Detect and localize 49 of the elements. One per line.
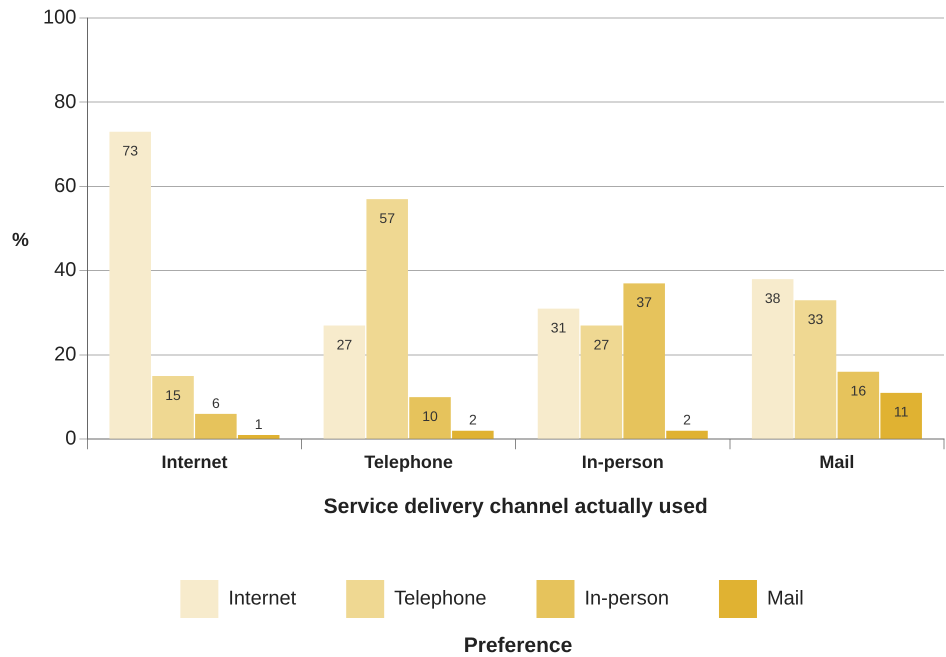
- bar: [152, 376, 194, 439]
- data-label: 10: [422, 408, 438, 424]
- data-label: 11: [894, 404, 909, 420]
- data-label: 27: [594, 336, 610, 352]
- bar: [838, 372, 880, 439]
- data-label: 37: [636, 294, 652, 310]
- x-tick-label: Mail: [819, 452, 854, 472]
- data-label: 33: [808, 311, 824, 328]
- data-label: 27: [336, 336, 352, 352]
- data-label: 73: [122, 142, 138, 159]
- bar: [109, 132, 151, 439]
- legend-label: In-person: [584, 588, 669, 610]
- y-tick-label: 40: [54, 259, 76, 282]
- data-label: 2: [683, 412, 692, 428]
- x-axis-title: Service delivery channel actually used: [324, 495, 708, 518]
- data-label: 15: [165, 386, 182, 403]
- y-tick-label: 20: [54, 343, 76, 366]
- legend-label: Internet: [228, 588, 297, 610]
- legend-label: Mail: [766, 588, 804, 610]
- data-label: 1: [254, 416, 263, 432]
- y-axis-title: %: [12, 230, 29, 252]
- bar: [238, 434, 280, 439]
- data-label: 31: [550, 319, 567, 336]
- bar: [666, 430, 708, 439]
- data-label: 38: [764, 290, 781, 306]
- bar: [794, 300, 836, 439]
- bar: [452, 430, 494, 439]
- bar: [580, 325, 622, 439]
- data-label: 16: [850, 382, 866, 399]
- data-label: 6: [212, 394, 220, 411]
- data-label: 57: [379, 210, 396, 226]
- bar: [752, 279, 794, 439]
- y-tick-label: 100: [42, 6, 76, 29]
- legend-label: Telephone: [394, 588, 486, 610]
- legend-title: Preference: [462, 634, 574, 657]
- bar: [623, 283, 665, 439]
- bar: [538, 308, 580, 439]
- y-tick-label: 80: [54, 90, 76, 113]
- bar: [195, 414, 237, 439]
- bar: [409, 397, 451, 439]
- y-tick-label: 60: [54, 174, 76, 197]
- x-tick-label: In-person: [582, 452, 664, 472]
- bar: [880, 392, 922, 439]
- bar: [366, 199, 408, 439]
- x-tick-label: Internet: [161, 452, 228, 472]
- x-tick-label: Telephone: [364, 452, 453, 472]
- bar: [324, 325, 366, 439]
- data-label: 2: [468, 412, 477, 428]
- y-tick-label: 0: [65, 428, 76, 450]
